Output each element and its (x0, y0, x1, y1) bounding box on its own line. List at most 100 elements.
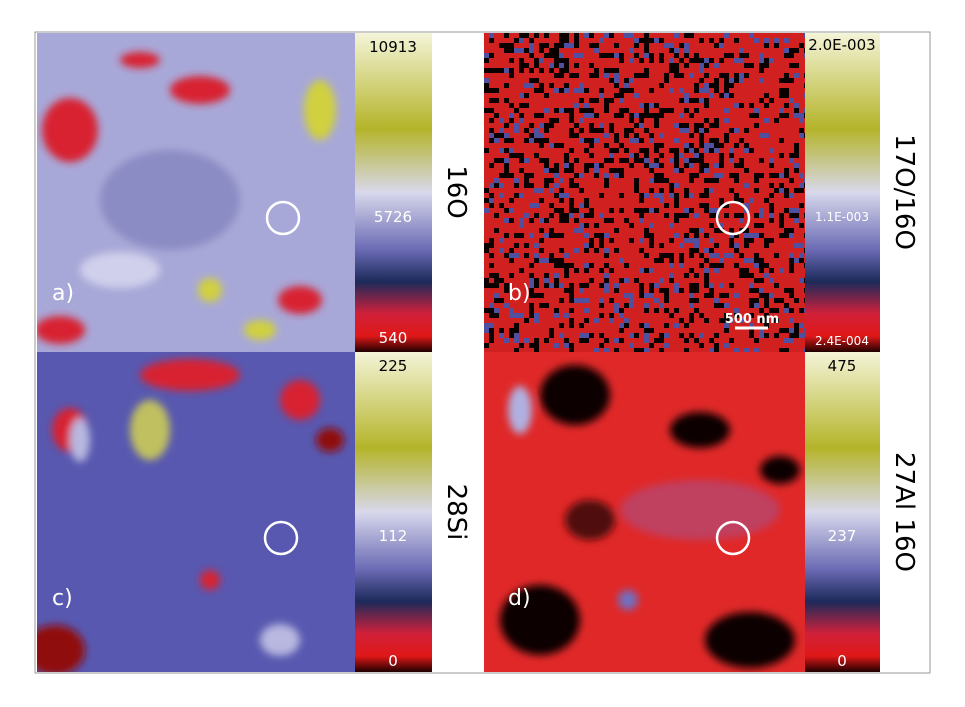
noise-pixel (624, 303, 629, 308)
noise-pixel (689, 298, 694, 303)
noise-pixel (789, 288, 794, 293)
noise-pixel (519, 113, 524, 118)
noise-pixel (484, 198, 489, 203)
noise-pixel (689, 208, 694, 213)
noise-pixel (664, 288, 669, 293)
noise-pixel (519, 158, 524, 163)
noise-pixel (619, 88, 624, 93)
noise-pixel (554, 48, 559, 53)
noise-pixel (549, 123, 554, 128)
noise-pixel (669, 223, 674, 228)
noise-pixel (719, 158, 724, 163)
noise-pixel (659, 278, 664, 283)
noise-pixel (529, 173, 534, 178)
noise-pixel (689, 143, 694, 148)
noise-pixel (734, 308, 739, 313)
noise-pixel (709, 38, 714, 43)
noise-pixel (774, 253, 779, 258)
noise-pixel (729, 128, 734, 133)
noise-pixel (494, 273, 499, 278)
noise-pixel (799, 128, 804, 133)
noise-pixel (794, 218, 799, 223)
noise-pixel (714, 303, 719, 308)
noise-pixel (769, 193, 774, 198)
noise-pixel (649, 188, 654, 193)
noise-pixel (579, 98, 584, 103)
noise-pixel (509, 68, 514, 73)
noise-pixel (699, 163, 704, 168)
noise-pixel (764, 238, 769, 243)
noise-pixel (754, 108, 759, 113)
noise-pixel (489, 118, 494, 123)
noise-pixel (714, 333, 719, 338)
noise-pixel (769, 208, 774, 213)
noise-pixel (609, 128, 614, 133)
image-b (484, 33, 805, 352)
noise-pixel (549, 233, 554, 238)
noise-pixel (644, 268, 649, 273)
noise-pixel (489, 163, 494, 168)
noise-pixel (759, 233, 764, 238)
noise-pixel (604, 108, 609, 113)
noise-pixel (619, 93, 624, 98)
noise-pixel (694, 228, 699, 233)
noise-pixel (804, 133, 805, 138)
noise-pixel (634, 188, 639, 193)
noise-pixel (784, 303, 789, 308)
noise-pixel (794, 323, 799, 328)
noise-pixel (574, 43, 579, 48)
noise-pixel (484, 88, 489, 93)
noise-pixel (784, 348, 789, 352)
noise-pixel (649, 103, 654, 108)
noise-pixel (774, 283, 779, 288)
noise-pixel (594, 113, 599, 118)
noise-pixel (629, 88, 634, 93)
noise-pixel (774, 43, 779, 48)
noise-pixel (499, 43, 504, 48)
noise-pixel (804, 263, 805, 268)
noise-pixel (534, 318, 539, 323)
noise-pixel (779, 328, 784, 333)
noise-pixel (789, 333, 794, 338)
noise-pixel (529, 308, 534, 313)
noise-pixel (744, 73, 749, 78)
noise-pixel (784, 188, 789, 193)
noise-pixel (739, 78, 744, 83)
noise-pixel (664, 333, 669, 338)
noise-pixel (604, 278, 609, 283)
noise-pixel (654, 158, 659, 163)
noise-pixel (749, 313, 754, 318)
noise-pixel (484, 208, 489, 213)
noise-pixel (554, 53, 559, 58)
noise-pixel (584, 308, 589, 313)
noise-pixel (744, 143, 749, 148)
noise-pixel (789, 293, 794, 298)
noise-pixel (669, 258, 674, 263)
noise-pixel (569, 168, 574, 173)
noise-pixel (534, 203, 539, 208)
noise-pixel (524, 158, 529, 163)
noise-pixel (789, 98, 794, 103)
noise-pixel (484, 283, 489, 288)
noise-pixel (654, 178, 659, 183)
noise-pixel (524, 243, 529, 248)
noise-pixel (689, 178, 694, 183)
noise-pixel (569, 288, 574, 293)
noise-pixel (784, 328, 789, 333)
noise-pixel (489, 263, 494, 268)
noise-pixel (504, 48, 509, 53)
noise-pixel (659, 188, 664, 193)
noise-pixel (654, 173, 659, 178)
noise-pixel (519, 33, 524, 38)
noise-pixel (619, 98, 624, 103)
noise-pixel (669, 48, 674, 53)
noise-pixel (734, 348, 739, 352)
noise-pixel (744, 258, 749, 263)
noise-pixel (614, 43, 619, 48)
noise-pixel (699, 138, 704, 143)
noise-pixel (609, 218, 614, 223)
noise-pixel (519, 58, 524, 63)
noise-pixel (579, 203, 584, 208)
noise-pixel (649, 88, 654, 93)
noise-pixel (614, 68, 619, 73)
